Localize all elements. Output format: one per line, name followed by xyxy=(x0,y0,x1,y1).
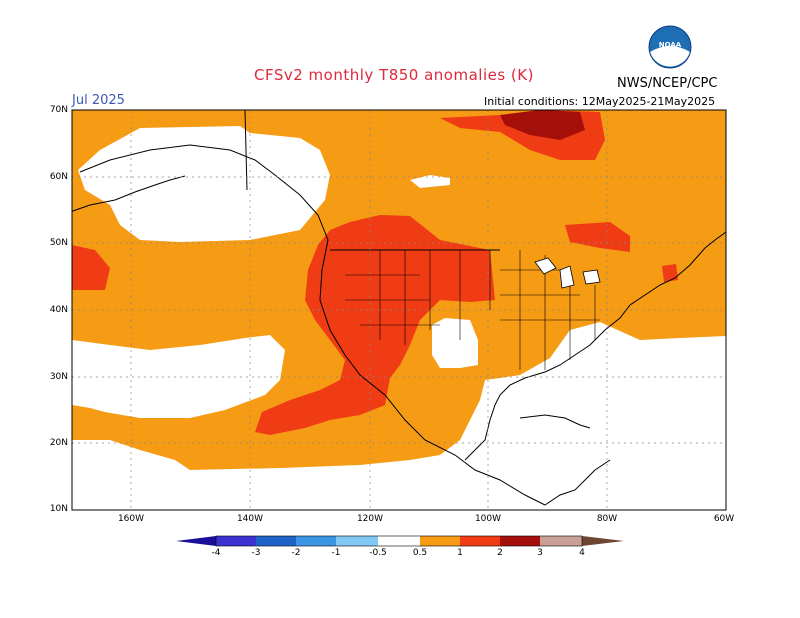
colorbar-swatch xyxy=(216,536,256,546)
initial-conditions: Initial conditions: 12May2025-21May2025 xyxy=(484,95,716,108)
state-borders xyxy=(345,250,600,370)
moderate-warm-region-pacific xyxy=(72,245,110,290)
lon-label: 60W xyxy=(713,514,735,524)
colorbar-arrow-high xyxy=(582,536,624,546)
noaa-logo-text: NOAA xyxy=(659,41,682,49)
lon-label: 160W xyxy=(117,514,145,524)
colorbar-swatch xyxy=(420,536,460,546)
colorbar-tick: -2 xyxy=(291,548,301,558)
neutral-region-southwest xyxy=(432,318,478,368)
colorbar-tick: -3 xyxy=(251,548,261,558)
moderate-warm-region-maritimes xyxy=(662,264,678,282)
neutral-region-canada xyxy=(410,175,450,188)
colorbar-tick: 3 xyxy=(537,548,543,558)
moderate-warm-region-quebec xyxy=(565,222,630,252)
map-title: CFSv2 monthly T850 anomalies (K) xyxy=(254,66,534,84)
lon-label: 100W xyxy=(474,514,502,524)
colorbar-tick: 2 xyxy=(497,548,503,558)
source-label: NWS/NCEP/CPC xyxy=(617,76,718,91)
neutral-region-alaska xyxy=(78,126,330,242)
colorbar-tick: 1 xyxy=(457,548,463,558)
lon-label: 140W xyxy=(236,514,264,524)
lat-label: 20N xyxy=(49,438,68,448)
map-plot-area xyxy=(72,110,726,510)
colorbar-swatch xyxy=(500,536,540,546)
colorbar-swatch xyxy=(256,536,296,546)
neutral-region-pacific xyxy=(72,335,285,418)
colorbar-arrow-low xyxy=(176,536,216,546)
forecast-month: Jul 2025 xyxy=(72,93,125,108)
colorbar-swatch xyxy=(540,536,582,546)
lat-label: 50N xyxy=(49,238,68,248)
colorbar-tick: -0.5 xyxy=(369,548,387,558)
strong-warm-region-labrador xyxy=(500,110,585,140)
colorbar-swatch xyxy=(336,536,378,546)
neutral-region-tropics xyxy=(72,322,726,510)
map-frame xyxy=(71,109,727,511)
colorbar-tick: -4 xyxy=(211,548,221,558)
noaa-logo xyxy=(648,25,692,69)
colorbar-swatch xyxy=(460,536,500,546)
coastlines xyxy=(72,110,726,506)
lat-label: 40N xyxy=(49,305,68,315)
lon-label: 120W xyxy=(356,514,384,524)
colorbar-tick: 4 xyxy=(579,548,585,558)
colorbar-swatch xyxy=(296,536,336,546)
great-lakes xyxy=(534,257,601,289)
lat-label: 10N xyxy=(49,504,68,514)
graticule xyxy=(72,110,726,510)
lat-label: 60N xyxy=(49,172,68,182)
colorbar-swatch xyxy=(378,536,420,546)
colorbar-tick: 0.5 xyxy=(412,548,428,558)
lat-label: 30N xyxy=(49,372,68,382)
lon-label: 80W xyxy=(596,514,618,524)
lat-label: 70N xyxy=(49,105,68,115)
colorbar xyxy=(176,535,624,547)
colorbar-tick: -1 xyxy=(331,548,341,558)
